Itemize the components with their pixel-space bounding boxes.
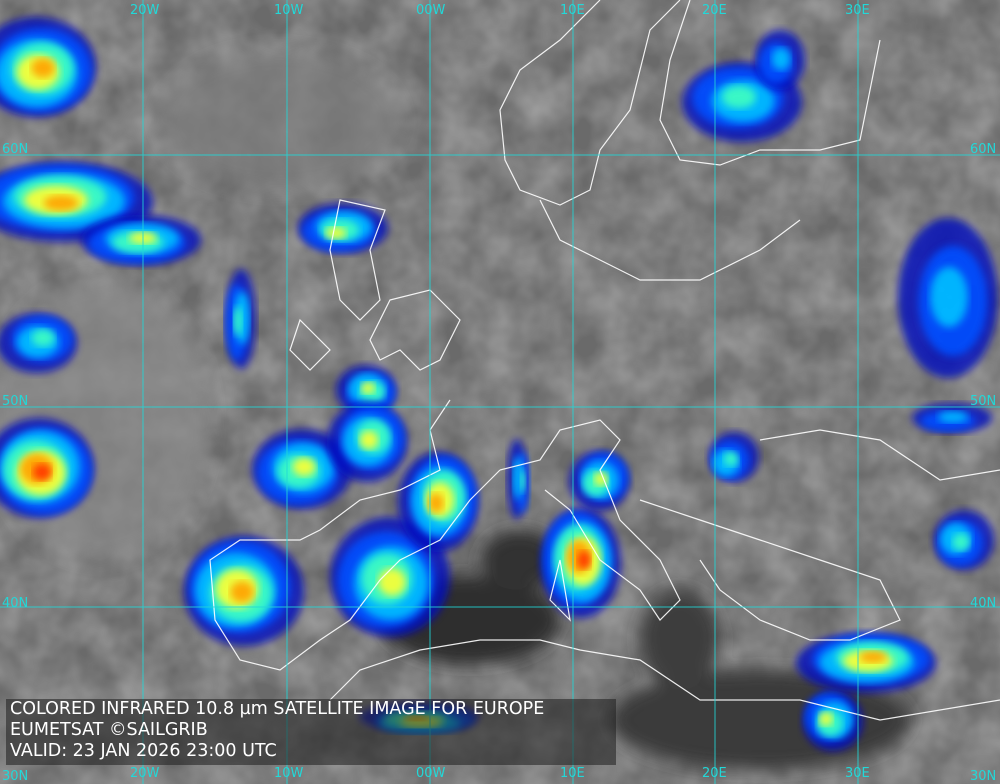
lon-label-10e-bottom: 10E [560,766,585,781]
lon-label-20e-bottom: 20E [702,766,727,781]
lat-label-30n-right: 30N [970,769,997,784]
lat-label-40n-left: 40N [2,596,29,611]
cloud-blob [819,712,833,726]
cloud-blob [292,457,316,477]
cloud-blob [233,306,243,336]
cloud-blob [721,85,757,109]
lon-label-20w-bottom: 20W [130,766,160,781]
coastlines [209,0,1000,721]
lat-label-60n-right: 60N [970,142,997,157]
lon-label-20e-top: 20E [702,3,727,18]
lon-label-30e-bottom: 30E [845,766,870,781]
cloud-tops [0,17,998,751]
cloud-blob [952,533,970,551]
lat-label-50n-left: 50N [2,394,29,409]
lon-label-10w-top: 10W [274,3,304,18]
cloud-blob [31,329,55,347]
lat-label-30n-left: 30N [2,769,29,784]
cloud-blob [930,267,968,327]
cloud-blob [771,47,791,71]
lon-label-10e-top: 10E [560,3,585,18]
cloud-blob [230,581,254,603]
cloud-blob [938,411,968,423]
lat-label-60n-left: 60N [2,142,29,157]
cloud-blob [512,457,524,499]
cloud-blob [723,451,739,467]
cloud-blob [378,568,406,596]
cloud-blob [359,430,379,450]
cloud-blob [577,550,591,570]
lon-label-30e-top: 30E [845,3,870,18]
lat-label-50n-right: 50N [970,394,997,409]
cloud-blob [43,195,79,211]
cloud-blob [361,382,375,394]
cloud-blob [520,469,526,493]
image-caption: COLORED INFRARED 10.8 µm SATELLITE IMAGE… [6,699,616,765]
cloud-blob [859,651,887,663]
lon-label-10w-bottom: 10W [274,766,304,781]
cloud-blob [32,463,52,481]
lon-label-00w-bottom: 00W [416,766,446,781]
cloud-blob [325,227,347,239]
lat-label-40n-right: 40N [970,596,997,611]
caption-credit: EUMETSAT ©SAILGRIB [10,720,208,740]
caption-title: COLORED INFRARED 10.8 µm SATELLITE IMAGE… [10,699,545,719]
cloud-blob [428,493,444,513]
cloud-blob [31,58,55,78]
lon-label-20w-top: 20W [130,3,160,18]
lon-label-00w-top: 00W [416,3,446,18]
caption-valid-time: VALID: 23 JAN 2026 23:00 UTC [10,741,277,761]
